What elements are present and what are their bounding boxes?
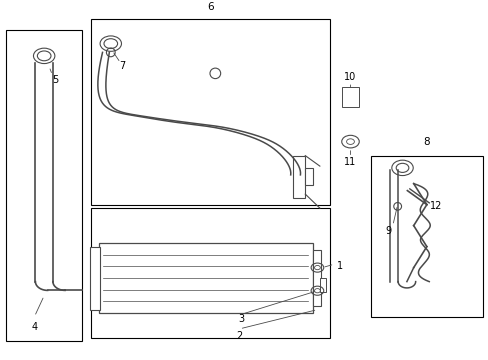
Bar xyxy=(370,156,482,316)
Text: 4: 4 xyxy=(31,322,38,332)
Bar xyxy=(320,278,325,292)
Bar xyxy=(91,208,329,338)
Text: 1: 1 xyxy=(336,261,342,271)
Bar xyxy=(341,87,358,107)
Text: 12: 12 xyxy=(429,201,442,211)
Bar xyxy=(91,19,329,204)
Text: 8: 8 xyxy=(423,137,429,147)
Text: 11: 11 xyxy=(344,157,356,167)
Bar xyxy=(90,247,100,310)
Bar xyxy=(6,30,81,341)
Text: 2: 2 xyxy=(236,331,242,341)
Text: 3: 3 xyxy=(238,314,244,324)
Bar xyxy=(305,168,312,185)
Text: 7: 7 xyxy=(119,61,125,71)
Text: 6: 6 xyxy=(207,2,213,12)
Text: 9: 9 xyxy=(385,226,391,236)
Bar xyxy=(312,250,321,306)
Text: 5: 5 xyxy=(52,75,58,85)
Text: 10: 10 xyxy=(344,72,356,82)
Bar xyxy=(99,243,312,313)
Bar xyxy=(292,156,305,198)
